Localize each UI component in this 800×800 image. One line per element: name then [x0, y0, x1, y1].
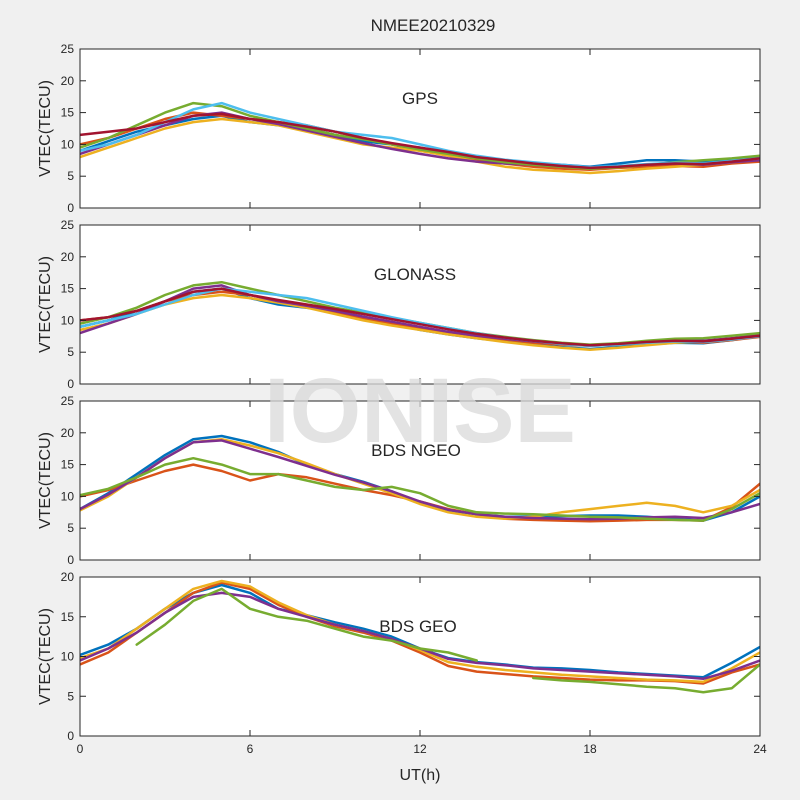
panel-glonass: 0 5 10 15 20 25 VTEC(TECU) GLONASS: [37, 218, 761, 391]
plot-area: [80, 401, 760, 560]
y-tick-label: 5: [67, 169, 74, 183]
y-tick-label: 10: [61, 313, 75, 327]
series-line: [135, 587, 760, 694]
y-tick-label: 20: [61, 74, 75, 88]
y-axis-label: VTEC(TECU): [37, 256, 54, 353]
panel-label: BDS GEO: [379, 617, 456, 636]
y-tick-label: 5: [67, 689, 74, 703]
y-tick-label: 5: [67, 345, 74, 359]
y-tick-label: 25: [61, 42, 75, 56]
y-tick-label: 10: [61, 650, 75, 664]
series-line: [80, 456, 760, 522]
y-tick-label: 0: [67, 201, 74, 215]
y-tick-label: 0: [67, 553, 74, 567]
y-axis-label: VTEC(TECU): [37, 80, 54, 177]
plot-area: [80, 225, 760, 384]
x-tick-label: 6: [247, 742, 254, 756]
y-tick-label: 0: [67, 377, 74, 391]
panel-label: GLONASS: [374, 265, 456, 284]
watermark: IONISE: [264, 360, 576, 462]
x-tick-label: 12: [413, 742, 427, 756]
x-tick-label: 0: [77, 742, 84, 756]
y-tick-label: 20: [61, 570, 75, 584]
plot-area: [80, 49, 760, 208]
panels: 0 5 10 15 20 25 VTEC(TECU) GPS 0 5 10 15 20 25 VTEC(TE…: [37, 42, 767, 756]
series-group: [80, 434, 760, 523]
y-tick-label: 15: [61, 106, 75, 120]
y-tick-label: 15: [61, 610, 75, 624]
series-group: [80, 579, 760, 694]
x-axis-label: UT(h): [400, 767, 441, 784]
series-line: [80, 112, 760, 170]
series-line: [80, 117, 760, 175]
y-tick-label: 25: [61, 218, 75, 232]
figure-title: NMEE20210329: [371, 16, 496, 35]
plot-area: [80, 577, 760, 736]
y-axis-label: VTEC(TECU): [37, 432, 54, 529]
panel-label: BDS NGEO: [371, 441, 461, 460]
series-line: [80, 293, 760, 351]
y-tick-label: 25: [61, 394, 75, 408]
y-tick-label: 20: [61, 426, 75, 440]
y-tick-label: 0: [67, 729, 74, 743]
panel-bds-ngeo: 0 5 10 15 20 25 VTEC(TECU) BDS NGEO: [37, 394, 761, 567]
panel-gps: 0 5 10 15 20 25 VTEC(TECU) GPS: [37, 42, 761, 215]
y-axis-label: VTEC(TECU): [37, 608, 54, 705]
series-line: [80, 439, 760, 521]
series-group: [80, 280, 760, 351]
series-line: [80, 287, 760, 347]
y-tick-label: 15: [61, 458, 75, 472]
x-tick-label: 24: [753, 742, 767, 756]
x-tick-label: 18: [583, 742, 597, 756]
y-tick-label: 10: [61, 489, 75, 503]
y-tick-label: 5: [67, 521, 74, 535]
y-tick-label: 15: [61, 282, 75, 296]
series-group: [80, 101, 760, 175]
series-line: [80, 579, 760, 684]
y-tick-label: 20: [61, 250, 75, 264]
panel-bds-geo: 0 5 10 15 20 0 6 12 18 24 VTEC(TECU) BDS GEO: [37, 570, 767, 756]
panel-label: GPS: [402, 89, 438, 108]
y-tick-label: 10: [61, 137, 75, 151]
